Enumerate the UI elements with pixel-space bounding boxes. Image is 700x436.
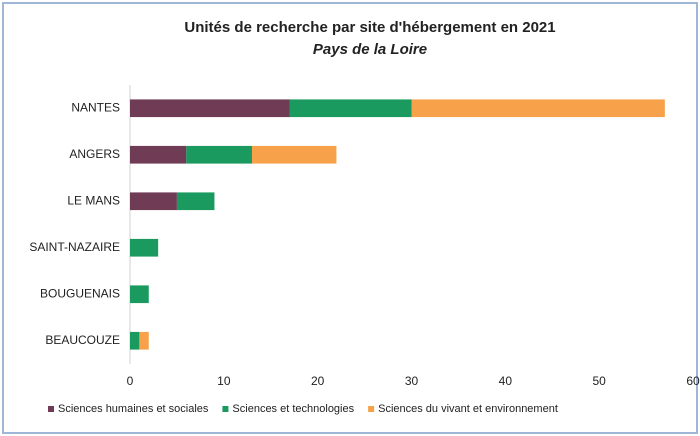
bar-segment [130,192,177,211]
chart-title: Unités de recherche par site d'hébergeme… [184,19,555,36]
y-tick-label: BEAUCOUZE [45,333,120,347]
x-tick-label: 30 [405,374,419,388]
x-tick-label: 50 [592,374,606,388]
y-tick-label: ANGERS [69,147,120,161]
bar-segment [130,285,149,304]
x-tick-label: 20 [311,374,325,388]
bar-segment [186,145,252,164]
bar-segment [139,331,149,350]
y-tick-label: LE MANS [67,193,120,207]
bar-segment [251,145,337,164]
y-tick-label: BOUGUENAIS [40,286,120,300]
bar-segment [411,99,665,118]
bar-segment [130,331,140,350]
bar-segment [130,145,187,164]
y-tick-label: NANTES [71,100,120,114]
bar-segment [130,99,290,118]
bar-segment [176,192,215,211]
chart-subtitle: Pays de la Loire [313,41,427,58]
bar-segment [130,238,159,257]
x-tick-label: 60 [686,374,700,388]
x-tick-label: 10 [217,374,231,388]
x-tick-label: 0 [127,374,134,388]
legend-label: Sciences du vivant et environnement [378,403,558,415]
bar-segment [289,99,412,118]
y-tick-label: SAINT-NAZAIRE [29,240,120,254]
x-tick-label: 40 [499,374,513,388]
legend-swatch [368,406,375,412]
legend-label: Sciences et technologies [232,403,354,415]
legend-swatch [222,406,229,412]
legend-swatch [48,406,54,412]
legend-label: Sciences humaines et sociales [58,403,209,415]
